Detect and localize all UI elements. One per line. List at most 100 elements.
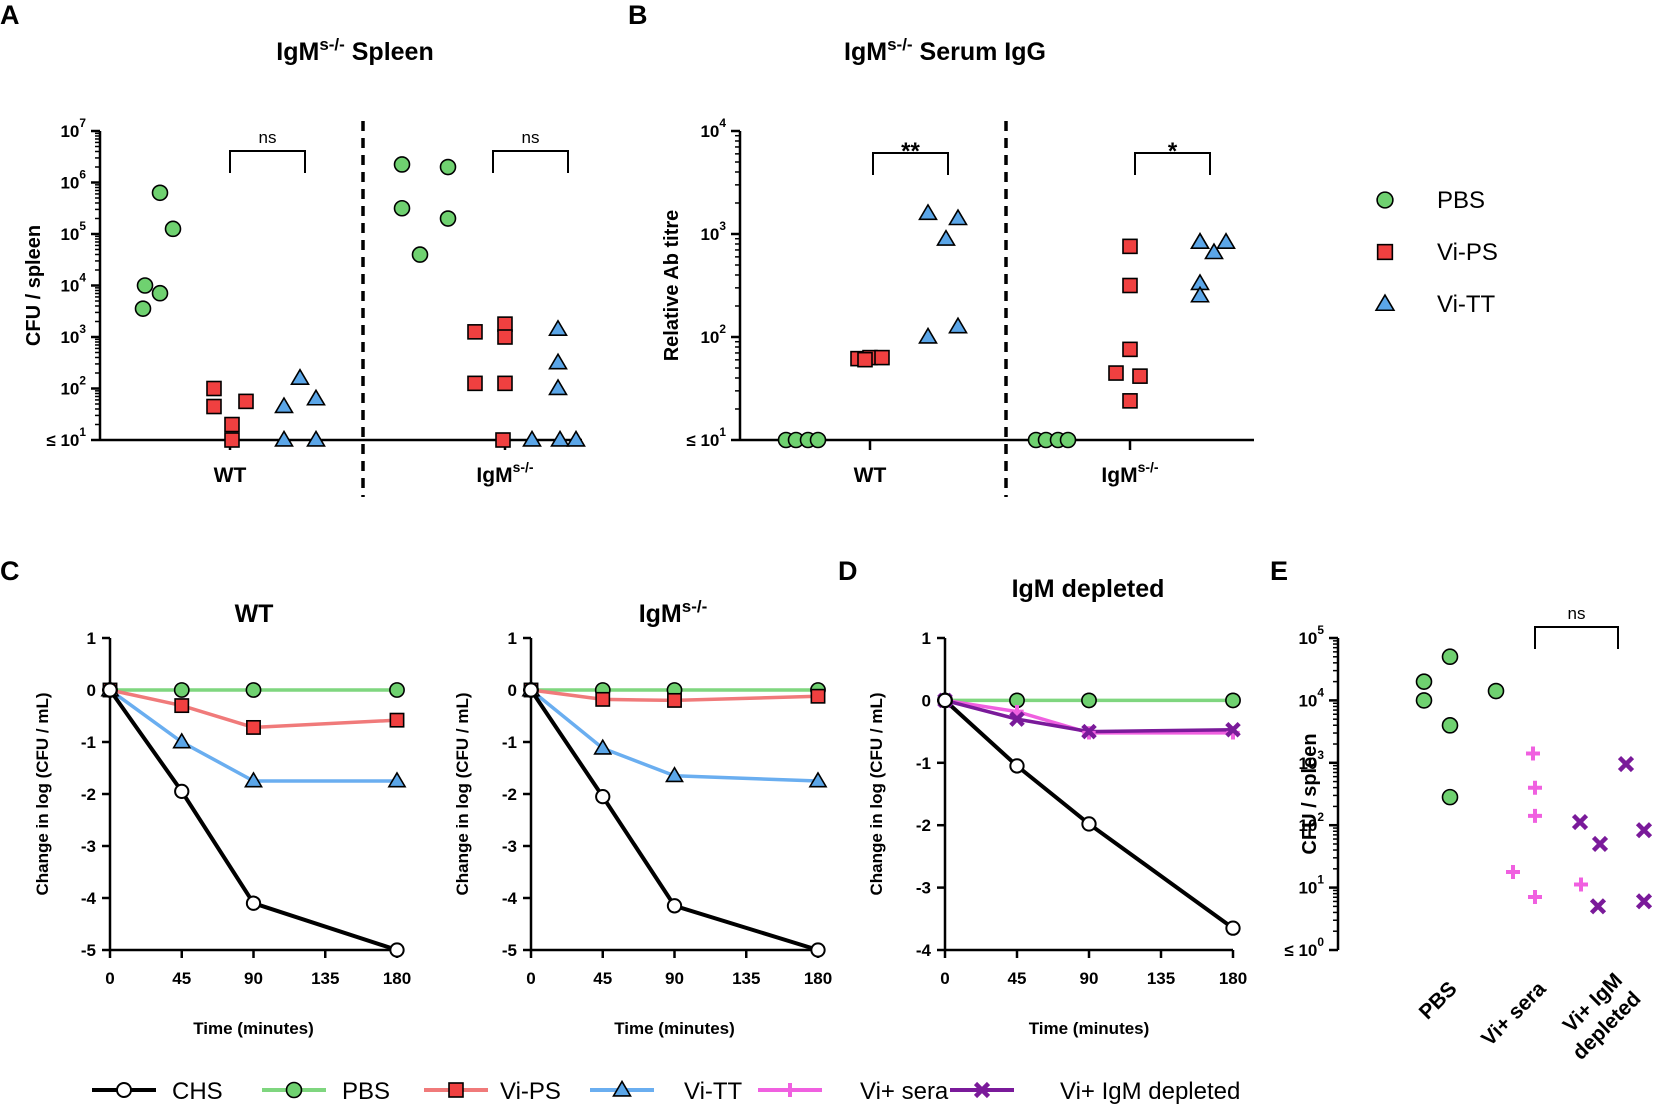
point-vi-tt xyxy=(306,388,326,406)
y-tick-label: 1 xyxy=(87,629,96,648)
point-vi-tt xyxy=(918,326,938,344)
point-pbs xyxy=(439,210,457,227)
point-vi-tt xyxy=(387,771,407,788)
line-chs xyxy=(529,688,819,952)
point-vi-igm-depleted xyxy=(1617,755,1635,773)
point-vi-tt xyxy=(1190,285,1210,303)
panel-letter-c: C xyxy=(0,556,20,586)
point-chs xyxy=(810,942,826,958)
x-category-label: PBS xyxy=(1415,977,1462,1024)
point-vi-sera xyxy=(1528,889,1542,904)
y-tick-label: ≤ 101 xyxy=(686,425,726,450)
panel-e: ≤ 100 101 102 103 104 105 CFU / spleen PBS Vi+ s… xyxy=(1284,604,1653,1065)
y-tick-label: -2 xyxy=(502,785,517,804)
x-tick-label: 0 xyxy=(105,969,114,988)
y-tick-label: -4 xyxy=(916,941,932,960)
y-axis-label: Relative Ab titre xyxy=(661,210,683,362)
point-vi-ps xyxy=(1122,238,1138,255)
legend-marker-vi-tt xyxy=(1374,293,1396,312)
y-axis-label: CFU / spleen xyxy=(23,225,45,346)
point-vi-ps xyxy=(497,375,513,392)
point-pbs xyxy=(151,184,169,202)
point-chs xyxy=(937,692,953,709)
legend-label-vi-sera: Vi+ sera xyxy=(860,1078,949,1105)
point-vi-igm-depleted xyxy=(1009,711,1025,727)
x-tick-label: 90 xyxy=(1080,969,1099,988)
y-tick-label: 105 xyxy=(60,219,86,244)
panel-letter-b: B xyxy=(628,0,648,30)
legend-marker-chs xyxy=(116,1082,132,1098)
point-pbs xyxy=(1081,692,1097,709)
y-tick-label: 0 xyxy=(508,681,517,700)
legend-label-vi-igm-depleted: Vi+ IgM depleted xyxy=(1060,1078,1240,1105)
point-vi-igm-depleted xyxy=(1635,822,1653,839)
point-pbs xyxy=(245,682,262,698)
legend-label-vi-ps: Vi-PS xyxy=(500,1078,561,1105)
significance-bracket xyxy=(492,150,569,173)
panel-title: WT xyxy=(235,600,274,628)
point-chs xyxy=(174,783,190,800)
point-pbs xyxy=(1225,692,1241,709)
point-vi-tt xyxy=(918,203,938,221)
legend-label-vi-tt: Vi-TT xyxy=(1437,291,1496,318)
panel-title: IgMs-/- xyxy=(639,597,708,628)
y-tick-label: 0 xyxy=(922,691,931,710)
point-vi-tt xyxy=(1190,232,1210,249)
point-pbs xyxy=(1441,648,1459,666)
point-pbs xyxy=(411,246,429,263)
point-vi-ps xyxy=(389,712,405,728)
point-vi-igm-depleted xyxy=(1081,723,1097,740)
y-tick-label: 103 xyxy=(60,322,86,347)
significance-bracket xyxy=(1534,626,1619,649)
x-category-label: Vi+ IgMdepleted xyxy=(1550,969,1646,1065)
point-vi-ps xyxy=(1122,341,1138,358)
point-vi-ps xyxy=(174,698,190,714)
y-tick-label: ≤ 100 xyxy=(1284,935,1324,960)
x-tick-label: 45 xyxy=(172,969,191,988)
point-vi-ps xyxy=(1132,368,1148,384)
y-tick-label: -1 xyxy=(502,733,517,752)
y-axis-label: CFU / spleen xyxy=(1299,733,1321,854)
point-vi-sera xyxy=(1526,746,1540,761)
x-tick-label: 90 xyxy=(665,969,684,988)
point-vi-tt xyxy=(808,771,828,788)
y-tick-label: 102 xyxy=(1298,810,1324,835)
point-pbs xyxy=(173,682,190,698)
point-vi-ps xyxy=(224,432,240,448)
point-pbs xyxy=(1059,431,1077,449)
x-category-label: Vi+ sera xyxy=(1477,977,1551,1051)
point-pbs xyxy=(136,277,154,294)
point-pbs xyxy=(389,682,405,698)
panel-letter-d: D xyxy=(838,556,858,586)
point-pbs xyxy=(134,300,152,317)
legend-marker-vi-tt xyxy=(612,1079,632,1097)
significance-bracket xyxy=(872,152,949,175)
point-vi-sera xyxy=(1528,780,1542,795)
y-tick-label: 101 xyxy=(1298,873,1324,898)
line-vi-ps xyxy=(530,688,819,703)
y-tick-label: -5 xyxy=(81,941,96,960)
point-vi-tt xyxy=(522,429,542,447)
legend-marker-pbs xyxy=(1376,191,1394,209)
y-axis-label: Change in log (CFU / mL) xyxy=(867,692,886,895)
point-chs xyxy=(389,942,405,958)
point-vi-ps xyxy=(1122,393,1138,409)
point-vi-ps xyxy=(206,380,222,397)
y-tick-label: 104 xyxy=(60,271,86,296)
point-vi-tt xyxy=(1204,242,1224,260)
y-axis-label: Change in log (CFU / mL) xyxy=(33,692,52,895)
point-vi-tt xyxy=(274,396,294,414)
significance-bracket xyxy=(1134,152,1211,175)
y-tick-label: -3 xyxy=(502,837,517,856)
y-tick-label: -2 xyxy=(81,785,96,804)
y-tick-label: -3 xyxy=(916,879,931,898)
y-tick-label: -2 xyxy=(916,816,931,835)
point-vi-tt xyxy=(290,368,310,385)
point-pbs xyxy=(439,158,457,176)
panel-letter-a: A xyxy=(0,0,20,30)
point-vi-tt xyxy=(593,738,613,755)
x-tick-label: 45 xyxy=(1008,969,1027,988)
y-tick-label: ≤ 101 xyxy=(46,425,86,450)
y-tick-label: 104 xyxy=(1298,685,1324,710)
